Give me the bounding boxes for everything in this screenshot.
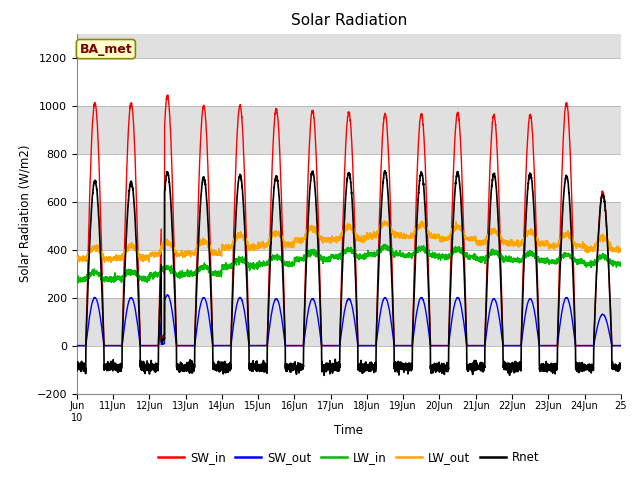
LW_out: [381, 218, 388, 224]
Text: BA_met: BA_met: [79, 43, 132, 56]
LW_out: [502, 242, 509, 248]
Rnet: [502, 365, 509, 371]
Line: Rnet: Rnet: [77, 171, 621, 375]
SW_in: [73, 343, 81, 348]
LW_in: [471, 255, 479, 261]
LW_out: [616, 245, 624, 251]
SW_out: [616, 343, 624, 348]
Bar: [77, 34, 621, 58]
X-axis label: Time: Time: [334, 424, 364, 437]
Line: LW_in: LW_in: [77, 244, 621, 283]
LW_out: [329, 235, 337, 240]
LW_in: [381, 241, 389, 247]
Bar: [77, 58, 621, 106]
LW_in: [73, 277, 81, 283]
SW_out: [164, 292, 172, 298]
Bar: [77, 202, 621, 250]
LW_out: [617, 247, 625, 252]
Bar: [77, 298, 621, 346]
Bar: [77, 106, 621, 154]
SW_out: [441, 343, 449, 348]
Line: SW_in: SW_in: [77, 95, 621, 346]
Rnet: [309, 168, 317, 174]
Rnet: [441, 362, 449, 368]
Rnet: [329, 365, 337, 371]
LW_in: [171, 270, 179, 276]
SW_out: [471, 343, 479, 348]
SW_out: [329, 343, 337, 348]
SW_in: [617, 343, 625, 348]
Legend: SW_in, SW_out, LW_in, LW_out, Rnet: SW_in, SW_out, LW_in, LW_out, Rnet: [154, 446, 544, 469]
LW_out: [471, 236, 479, 241]
LW_in: [616, 261, 624, 266]
LW_in: [502, 255, 509, 261]
Bar: [77, 154, 621, 202]
Rnet: [171, 287, 179, 292]
SW_out: [617, 343, 625, 348]
Line: SW_out: SW_out: [77, 295, 621, 346]
LW_in: [617, 261, 625, 267]
Bar: [77, 250, 621, 298]
SW_in: [616, 343, 624, 348]
LW_in: [329, 254, 337, 260]
Title: Solar Radiation: Solar Radiation: [291, 13, 407, 28]
LW_out: [73, 255, 81, 261]
LW_out: [171, 250, 179, 255]
SW_in: [441, 343, 449, 348]
Rnet: [616, 363, 624, 369]
SW_in: [502, 343, 509, 348]
Rnet: [321, 372, 328, 378]
SW_out: [73, 343, 81, 348]
SW_out: [502, 343, 509, 348]
Bar: [77, 346, 621, 394]
Line: LW_out: LW_out: [77, 221, 621, 263]
Rnet: [471, 366, 479, 372]
SW_in: [171, 268, 179, 274]
LW_in: [441, 255, 449, 261]
SW_in: [164, 92, 172, 98]
SW_out: [171, 327, 179, 333]
Y-axis label: Solar Radiation (W/m2): Solar Radiation (W/m2): [18, 145, 31, 282]
SW_in: [329, 343, 337, 348]
Rnet: [617, 365, 625, 371]
LW_out: [441, 235, 449, 241]
LW_in: [74, 280, 82, 286]
SW_in: [471, 343, 479, 348]
LW_out: [108, 260, 115, 265]
Rnet: [73, 364, 81, 370]
